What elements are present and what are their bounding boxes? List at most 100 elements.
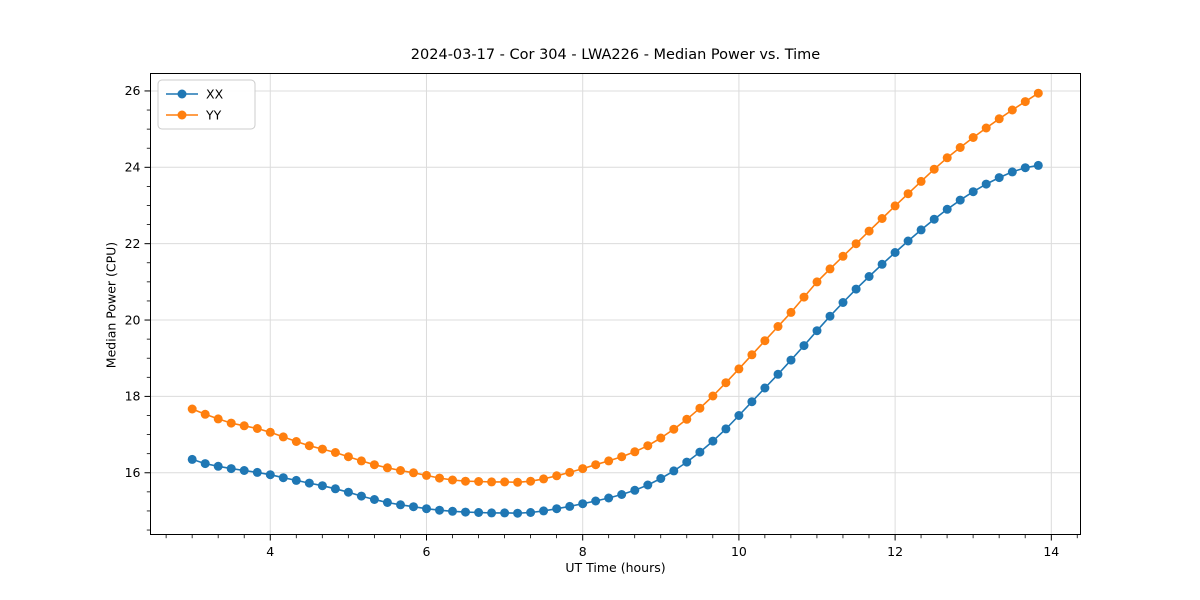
data-point-YY <box>994 114 1004 124</box>
data-point-YY <box>786 307 796 317</box>
legend-swatch-marker <box>177 89 187 99</box>
data-point-YY <box>461 476 470 486</box>
data-point-XX <box>825 311 835 321</box>
chart-title: 2024-03-17 - Cor 304 - LWA226 - Median P… <box>410 47 821 63</box>
data-point-YY <box>617 452 627 462</box>
x-tick-label: 4 <box>266 544 274 559</box>
data-point-XX <box>1007 167 1017 177</box>
data-point-XX <box>903 236 913 246</box>
data-point-YY <box>591 460 601 470</box>
data-point-YY <box>799 292 809 302</box>
data-point-YY <box>239 421 249 431</box>
x-tick-label: 12 <box>887 544 903 559</box>
data-point-YY <box>474 477 484 486</box>
data-point-XX <box>252 467 262 477</box>
data-point-YY <box>552 471 562 481</box>
data-point-YY <box>1007 105 1017 115</box>
data-point-XX <box>487 508 497 518</box>
data-point-XX <box>552 504 562 514</box>
data-point-YY <box>838 251 848 261</box>
data-point-YY <box>864 226 874 236</box>
data-point-YY <box>981 123 991 133</box>
data-point-YY <box>721 378 731 388</box>
data-point-XX <box>786 355 796 365</box>
data-point-XX <box>981 179 991 189</box>
data-point-XX <box>369 495 379 504</box>
y-tick-label: 18 <box>125 389 141 404</box>
data-point-YY <box>773 322 783 331</box>
data-point-YY <box>265 427 275 437</box>
data-point-YY <box>213 414 223 424</box>
data-point-XX <box>200 459 210 469</box>
data-point-XX <box>643 480 653 490</box>
x-tick-label: 10 <box>731 544 747 559</box>
data-point-XX <box>747 397 757 407</box>
data-point-XX <box>265 470 275 480</box>
legend-swatch-marker <box>177 110 187 120</box>
data-point-XX <box>461 507 470 517</box>
data-point-XX <box>435 505 444 515</box>
data-point-YY <box>500 477 510 487</box>
data-point-XX <box>734 411 744 420</box>
data-point-XX <box>278 473 288 483</box>
data-point-YY <box>252 424 262 433</box>
data-point-YY <box>356 456 366 466</box>
x-tick-label: 14 <box>1043 544 1059 559</box>
data-point-YY <box>382 463 392 473</box>
data-point-YY <box>448 475 457 485</box>
data-point-XX <box>591 496 601 506</box>
data-point-YY <box>942 153 952 163</box>
data-point-XX <box>864 272 874 281</box>
series-line-YY <box>191 92 1039 484</box>
data-point-YY <box>682 414 692 424</box>
data-point-YY <box>812 277 822 287</box>
data-point-XX <box>656 474 666 483</box>
data-point-XX <box>929 214 939 224</box>
plot-area <box>150 73 1081 535</box>
data-point-YY <box>695 403 705 413</box>
data-point-XX <box>409 502 418 512</box>
data-point-XX <box>708 436 718 446</box>
data-point-YY <box>1020 97 1030 107</box>
data-point-YY <box>278 432 288 442</box>
data-point-XX <box>187 454 197 464</box>
data-point-XX <box>799 341 809 351</box>
data-point-XX <box>539 506 549 516</box>
data-point-XX <box>942 204 952 214</box>
y-tick-label: 20 <box>125 312 141 327</box>
data-point-XX <box>343 487 353 497</box>
data-point-XX <box>773 369 783 379</box>
data-point-XX <box>513 508 523 518</box>
legend-label: YY <box>205 107 222 122</box>
data-point-XX <box>213 461 223 471</box>
legend-label: XX <box>206 86 224 101</box>
data-point-XX <box>526 508 536 517</box>
series-line-XX <box>191 164 1039 515</box>
data-point-XX <box>500 508 510 518</box>
data-point-YY <box>409 468 418 478</box>
data-point-YY <box>825 264 835 274</box>
data-point-YY <box>604 456 614 466</box>
data-point-YY <box>565 467 575 477</box>
data-point-XX <box>812 326 822 336</box>
data-point-XX <box>226 464 236 474</box>
data-point-YY <box>851 239 861 249</box>
data-point-YY <box>317 444 327 454</box>
data-point-YY <box>396 466 405 475</box>
y-tick-label: 22 <box>125 236 141 251</box>
data-point-YY <box>929 164 939 174</box>
data-point-YY <box>200 409 210 419</box>
data-point-XX <box>1033 160 1043 170</box>
data-point-YY <box>304 441 314 451</box>
data-point-YY <box>330 448 340 457</box>
data-point-YY <box>656 433 666 443</box>
data-point-XX <box>721 424 731 434</box>
y-tick-label: 26 <box>125 83 141 98</box>
data-point-YY <box>578 464 588 474</box>
data-point-YY <box>734 364 744 374</box>
data-point-XX <box>760 383 770 393</box>
data-point-YY <box>708 391 718 401</box>
data-point-XX <box>669 466 679 476</box>
data-point-XX <box>291 475 301 485</box>
data-point-YY <box>669 424 679 434</box>
